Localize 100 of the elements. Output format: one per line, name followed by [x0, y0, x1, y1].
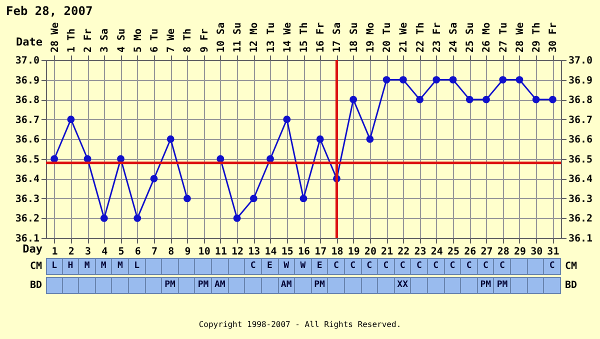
- y2-tick-label: 36.4: [568, 174, 593, 186]
- x2-tick-label: 12 Mo: [249, 22, 260, 52]
- point: [516, 76, 524, 84]
- x2-tick-label: 26 Mo: [482, 22, 493, 52]
- y2-tick-label: 36.5: [568, 154, 593, 166]
- x2-tick-label: 4 Su: [116, 28, 128, 52]
- point: [399, 76, 407, 84]
- point: [84, 155, 92, 163]
- x-tick-label: 16: [298, 246, 310, 258]
- x2-tick-label: 18 Su: [348, 22, 360, 52]
- point: [482, 96, 490, 104]
- x-tick-label: 28: [497, 246, 510, 258]
- x-tick-label: 5: [118, 246, 124, 258]
- x2-tick-label: 6 Tu: [149, 28, 160, 52]
- x2-tick-label: 9 Fr: [199, 28, 210, 52]
- point: [266, 155, 274, 163]
- x2-tick-label: 11 Su: [232, 22, 244, 52]
- point: [67, 116, 75, 124]
- x2-tick-label: 13 Tu: [266, 22, 277, 52]
- x-tick-label: 22: [398, 246, 410, 258]
- y-tick-label: 36.3: [15, 194, 40, 205]
- point: [416, 96, 424, 104]
- table-row: L H M M M L C E W W E C C C C C C C C C C C C: [46, 258, 561, 275]
- y-tick-label: 36.7: [15, 114, 40, 126]
- y-tick-label: 36.6: [15, 134, 40, 146]
- y-tick-label: 36.9: [15, 75, 40, 86]
- y-tick-label: 36.8: [15, 95, 40, 106]
- point: [316, 135, 324, 143]
- x2-tick-label: 23 Fr: [432, 22, 443, 52]
- point: [50, 155, 58, 163]
- y2-tick-label: 37.0: [568, 56, 593, 66]
- x2-tick-label: 14 We: [282, 22, 294, 52]
- text: Copyright 1998-2007 - All Rights Reserved.: [198, 320, 402, 329]
- point: [382, 76, 390, 84]
- y2-tick-label: 36.3: [568, 194, 593, 205]
- x2-tick-label: 15 Th: [299, 22, 310, 52]
- point: [499, 76, 507, 84]
- category-label: CM: [30, 261, 42, 272]
- x2-tick-label: 24 Sa: [448, 22, 460, 52]
- point: [350, 96, 358, 104]
- x-tick-label: 2: [68, 246, 74, 258]
- x-tick-label: 30: [530, 246, 543, 258]
- x2-tick-label: 20 Tu: [382, 22, 394, 52]
- x-tick-label: 1: [52, 246, 58, 258]
- point: [283, 116, 291, 124]
- x-tick-label: 11: [214, 246, 227, 258]
- point: [100, 214, 108, 222]
- x2-tick-label: 10 Sa: [216, 22, 227, 52]
- y-tick-label: 37.0: [15, 56, 40, 66]
- y2-tick-label: 36.9: [568, 75, 593, 86]
- x2-tick-label: 8 Th: [182, 28, 194, 52]
- x-tick-label: 14: [264, 246, 277, 258]
- y2-tick-label: 36.1: [568, 234, 593, 244]
- x-tick-label: 3: [85, 246, 92, 258]
- x2-tick-label: 29 Th: [532, 22, 543, 52]
- x2-tick-label: 16 Fr: [316, 22, 327, 52]
- y2-tick-label: 36.2: [568, 214, 593, 225]
- x-tick-label: 7: [151, 246, 158, 258]
- category-label: CM: [565, 261, 578, 272]
- point: [532, 96, 540, 104]
- point: [233, 214, 241, 222]
- y2-tick-label: 36.7: [568, 114, 593, 126]
- point: [366, 135, 374, 143]
- x2-tick-label: 2 Fr: [83, 28, 94, 52]
- point: [184, 194, 191, 202]
- x-tick-label: 6: [134, 246, 141, 258]
- x-tick-label: 24: [430, 246, 443, 258]
- x2-tick-label: 27 Tu: [498, 22, 510, 52]
- x2-tick-label: 3 Sa: [100, 28, 111, 52]
- x-tick-label: 15: [281, 246, 294, 258]
- x-tick-label: 4: [102, 246, 108, 258]
- x2-tick-label: 25 Su: [465, 22, 476, 52]
- x2-tick-label: 1 Th: [66, 28, 78, 52]
- y-tick-label: 36.2: [15, 214, 40, 225]
- point: [300, 194, 308, 202]
- point: [548, 96, 556, 104]
- x-tick-label: 26: [464, 246, 476, 258]
- x-tick-label: 27: [480, 246, 493, 258]
- x2-tick-label: 7 We: [166, 28, 178, 52]
- x-tick-label: 10: [198, 246, 210, 258]
- x2-tick-label: 28 We: [514, 22, 526, 52]
- y2-tick-label: 36.8: [568, 95, 593, 106]
- point: [166, 135, 174, 143]
- y-tick-label: 36.4: [15, 174, 40, 186]
- x-tick-label: 19: [348, 246, 360, 258]
- x2-tick-label: 28 We: [50, 22, 61, 52]
- x-axis-title: Day: [22, 242, 43, 256]
- x-tick-label: 9: [184, 246, 191, 258]
- x-tick-label: 13: [248, 246, 260, 258]
- y-tick-label: 36.5: [15, 154, 40, 166]
- x2-tick-label: 22 Th: [415, 22, 426, 52]
- x-tick-label: 18: [331, 246, 344, 258]
- category-label: BD: [565, 280, 578, 291]
- x2-tick-label: 5 Mo: [132, 28, 144, 52]
- point: [250, 194, 258, 202]
- x-tick-label: 25: [447, 246, 460, 258]
- y-tick-label: 36.1: [15, 234, 40, 244]
- point: [449, 76, 457, 84]
- x-tick-label: 12: [232, 246, 244, 258]
- point: [432, 76, 440, 84]
